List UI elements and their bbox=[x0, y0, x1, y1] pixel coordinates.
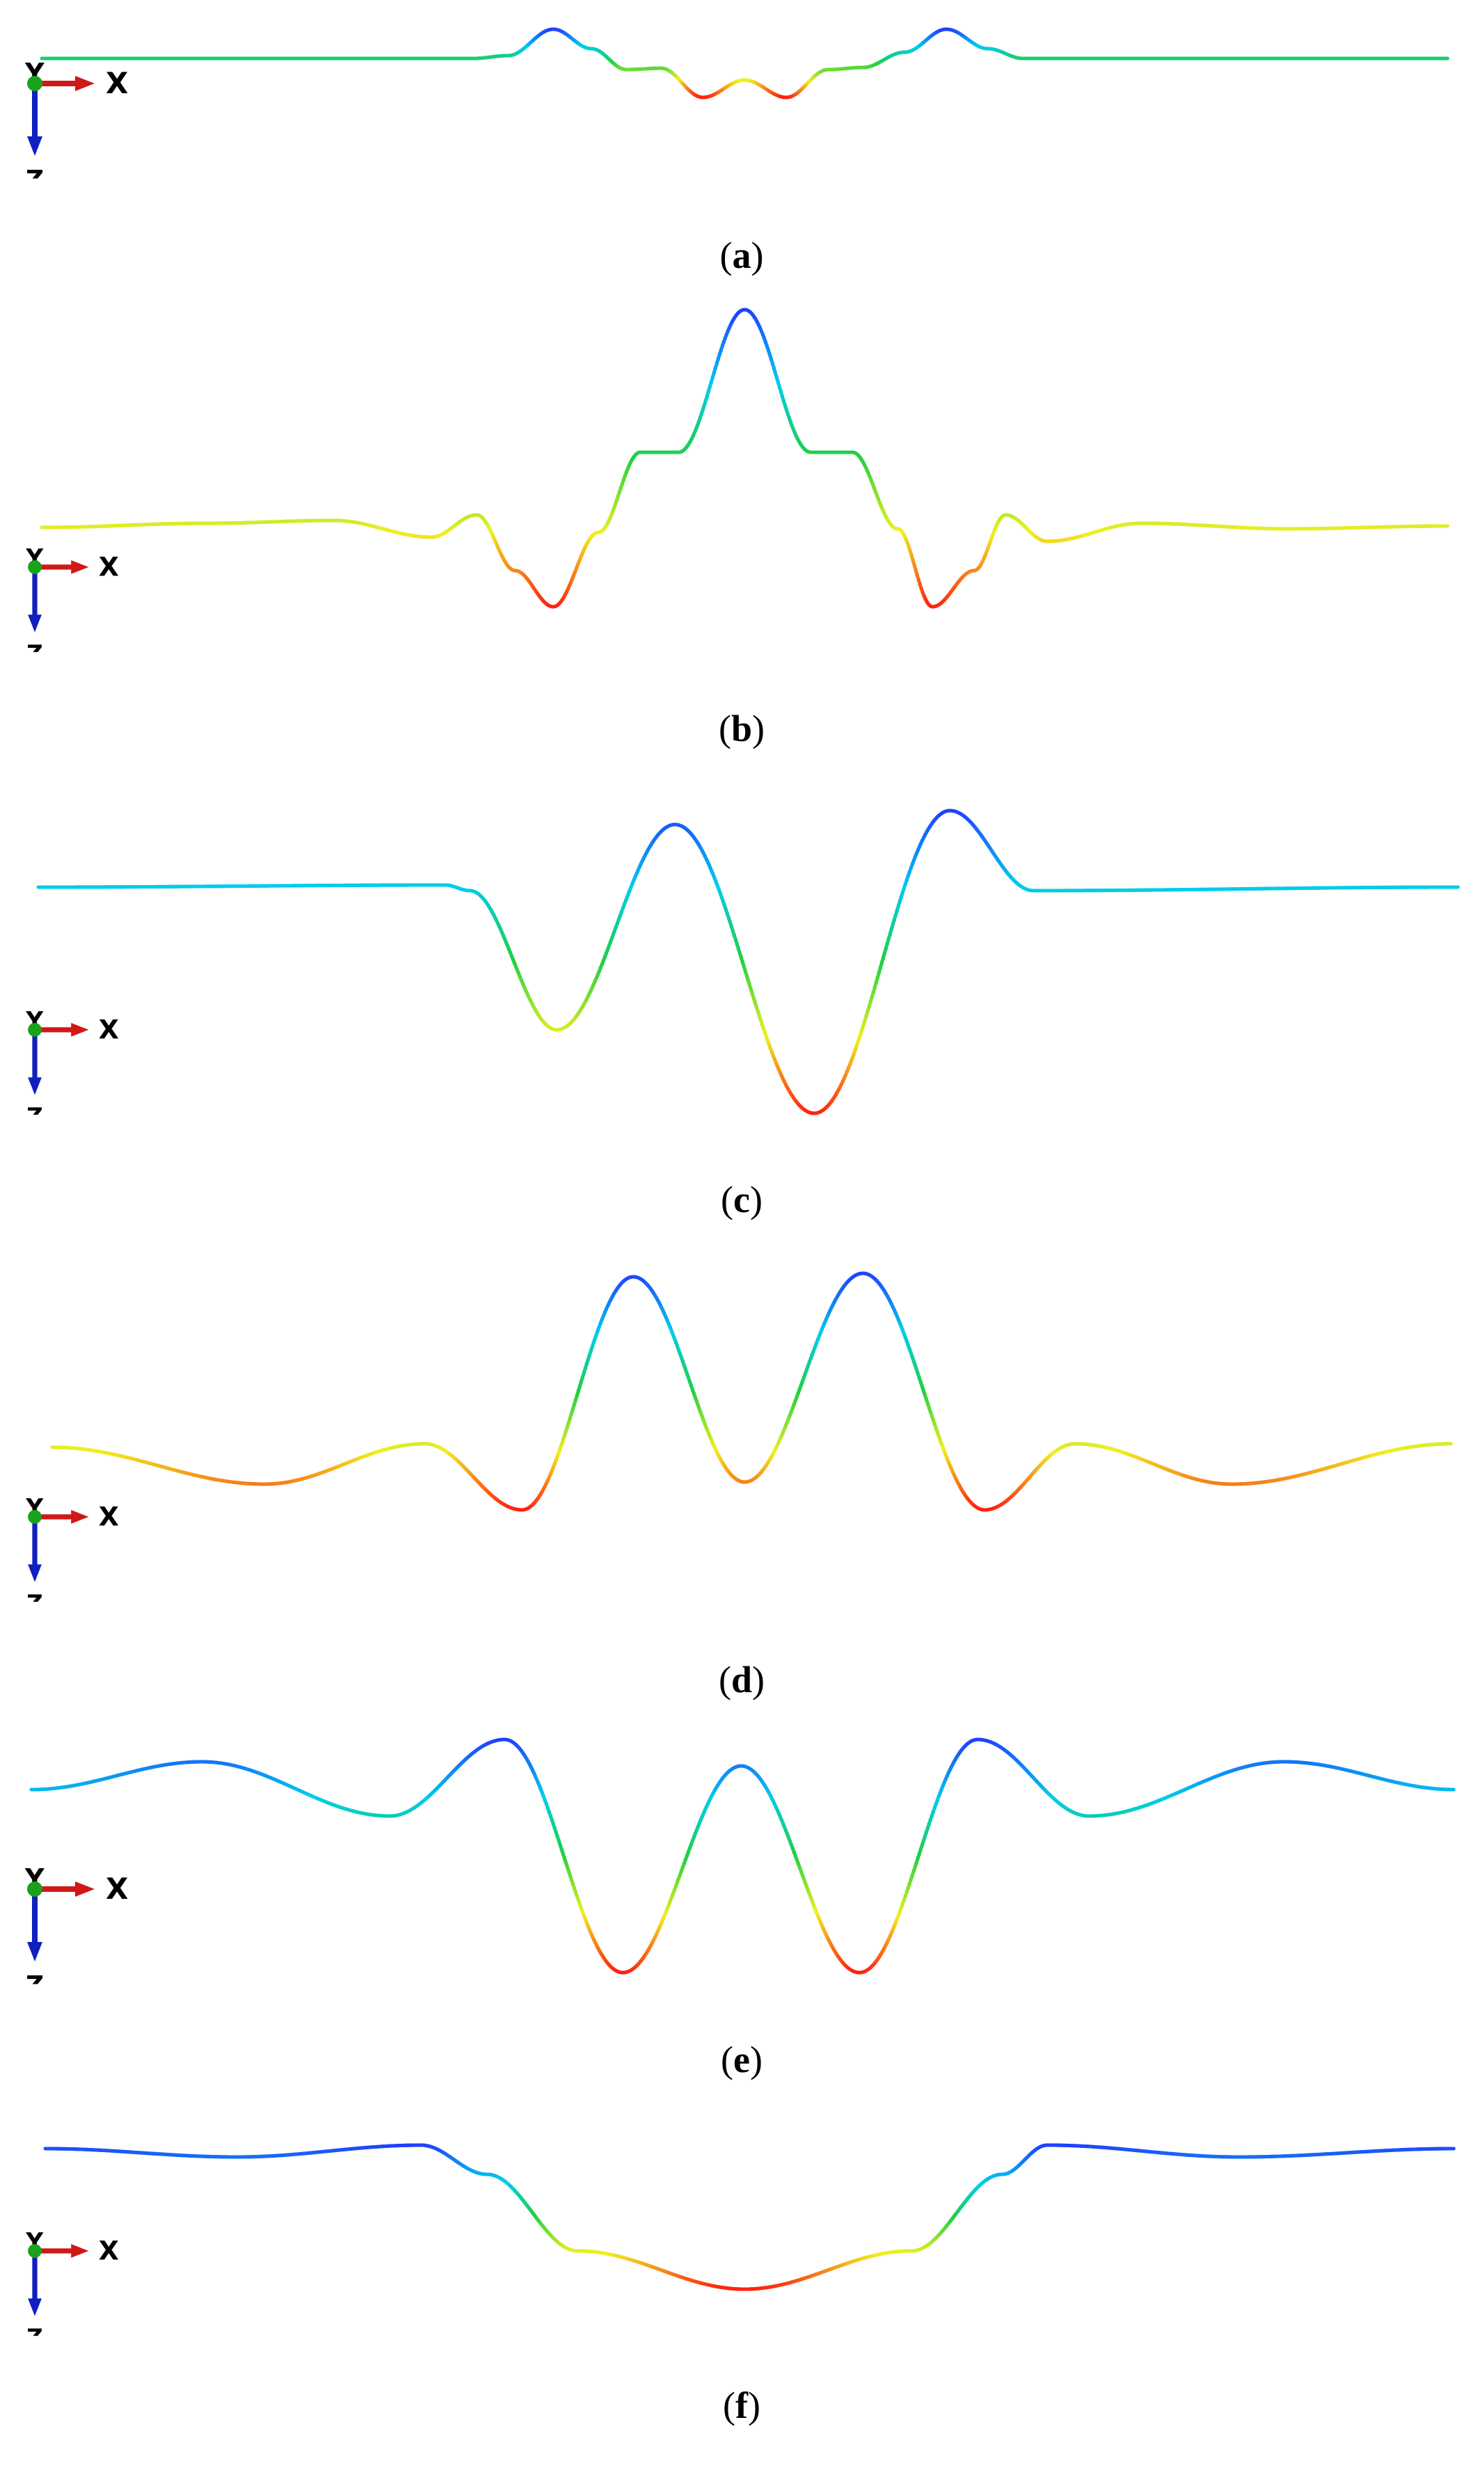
deformed-curve-b bbox=[40, 308, 1450, 609]
x-axis-arrow-head bbox=[71, 1510, 89, 1524]
caption-a: (a) bbox=[720, 234, 764, 276]
deformed-curve-d bbox=[50, 1271, 1453, 1512]
axis-triad-a: Y XZ bbox=[24, 58, 128, 194]
panel-a: Y XZ (a) bbox=[24, 27, 1450, 276]
panel-b: Y XZ (b) bbox=[25, 308, 1450, 749]
x-axis-arrow-head bbox=[71, 1023, 89, 1037]
z-axis-arrow-head bbox=[27, 136, 42, 156]
x-axis-label: X bbox=[106, 66, 128, 100]
z-axis-arrow-head bbox=[28, 1564, 42, 1582]
axis-triad-b: Y XZ bbox=[25, 544, 119, 667]
z-axis-arrow-head bbox=[28, 1077, 42, 1095]
caption-c: (c) bbox=[721, 1179, 763, 1220]
z-axis-label: Z bbox=[26, 1590, 43, 1616]
axis-triad-c: Y XZ bbox=[25, 1007, 119, 1129]
caption-d: (d) bbox=[719, 1659, 765, 1701]
y-axis-dot bbox=[28, 1023, 42, 1037]
z-axis-label: Z bbox=[26, 640, 43, 667]
panel-d: Y XZ (d) bbox=[25, 1271, 1453, 1701]
caption-b: (b) bbox=[719, 708, 765, 749]
y-axis-dot bbox=[27, 76, 42, 91]
axis-triad-d: Y XZ bbox=[25, 1494, 119, 1616]
deformed-curve-c bbox=[36, 809, 1460, 1115]
z-axis-label: Z bbox=[26, 166, 44, 194]
z-axis-arrow-head bbox=[28, 614, 42, 632]
x-axis-label: X bbox=[99, 1502, 119, 1532]
deformed-curve-a bbox=[40, 27, 1450, 99]
panel-c: Y XZ (c) bbox=[25, 809, 1460, 1220]
y-axis-dot bbox=[28, 560, 42, 574]
panel-e: Y XZ (e) bbox=[24, 1737, 1456, 2080]
x-axis-arrow-head bbox=[75, 76, 95, 91]
x-axis-label: X bbox=[99, 1014, 119, 1045]
z-axis-label: Z bbox=[26, 1103, 43, 1129]
y-axis-dot bbox=[28, 1510, 42, 1524]
x-axis-label: X bbox=[99, 552, 119, 582]
deformed-curve-e bbox=[29, 1737, 1456, 1975]
x-axis-arrow-head bbox=[71, 560, 89, 574]
